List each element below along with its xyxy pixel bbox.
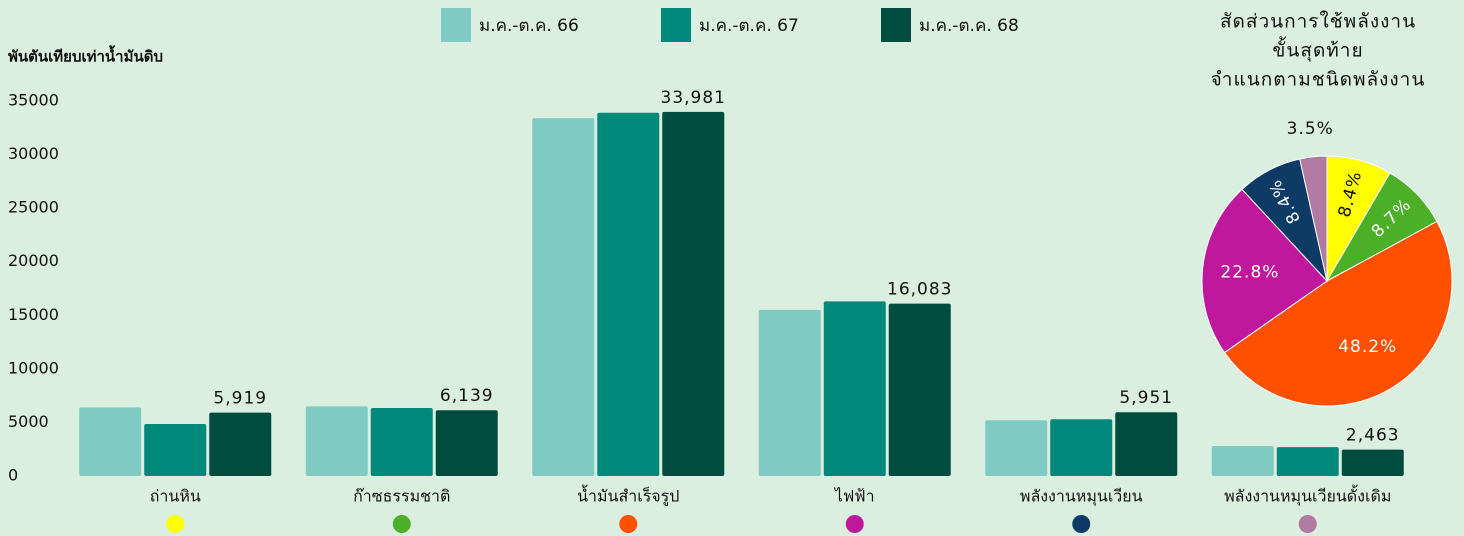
y-tick-label: 0 (8, 466, 18, 485)
bar (144, 424, 207, 476)
bar (79, 407, 142, 476)
bar (888, 303, 951, 476)
category-dot (619, 515, 638, 533)
pie-slice (1223, 220, 1453, 407)
x-tick-label: พลังงานหมุนเวียนดั้งเดิม (1224, 485, 1391, 507)
category-dot (845, 515, 864, 533)
bar (597, 112, 660, 477)
bar (1211, 446, 1274, 476)
bar (662, 111, 725, 477)
data-label: 5,951 (1119, 388, 1173, 408)
category-dot (166, 515, 185, 533)
category-dot (392, 515, 411, 533)
category-dot (1298, 515, 1317, 533)
data-label: 2,463 (1346, 426, 1400, 446)
y-tick-label: 35000 (8, 91, 59, 110)
pie-slice (1201, 188, 1328, 354)
pie-title: ขั้นสุดท้าย (1272, 37, 1363, 63)
pie-label: 3.5% (1287, 119, 1334, 139)
bar (1115, 412, 1178, 476)
y-tick-label: 15000 (8, 305, 59, 324)
y-tick-label: 20000 (8, 251, 59, 270)
bar (985, 420, 1048, 476)
data-label: 6,139 (440, 386, 494, 406)
legend-label: ม.ค.-ต.ค. 68 (919, 16, 1019, 36)
y-tick-label: 25000 (8, 198, 59, 217)
data-label: 16,083 (887, 280, 952, 300)
bar (823, 301, 886, 476)
y-tick-label: 5000 (8, 412, 49, 431)
pie-title: สัดส่วนการใช้พลังงาน (1220, 11, 1416, 33)
x-tick-label: ถ่านหิน (150, 487, 201, 506)
bar (435, 410, 498, 476)
bar (1276, 447, 1339, 476)
bar (1341, 449, 1404, 476)
y-tick-label: 10000 (8, 358, 59, 377)
bar (209, 412, 272, 476)
y-tick-label: 30000 (8, 144, 59, 163)
pie-label: 48.2% (1338, 337, 1397, 357)
legend-swatch (441, 8, 471, 42)
legend-swatch (881, 8, 911, 42)
legend-label: ม.ค.-ต.ค. 66 (479, 16, 579, 36)
bar (758, 309, 821, 476)
legend-label: ม.ค.-ต.ค. 67 (699, 16, 799, 36)
x-tick-label: น้ำมันสำเร็จรูป (577, 485, 679, 507)
bar (532, 118, 595, 477)
y-axis-label: พันตันเทียบเท่าน้ำมันดิบ (8, 45, 163, 66)
pie-slice (1299, 155, 1328, 282)
data-label: 33,981 (661, 88, 726, 108)
x-tick-label: พลังงานหมุนเวียน (1020, 487, 1143, 507)
bar (305, 406, 368, 476)
category-dot (1072, 515, 1091, 533)
legend-swatch (661, 8, 691, 42)
pie-title: จำแนกตามชนิดพลังงาน (1211, 69, 1426, 91)
bar (1050, 419, 1113, 476)
bar (370, 407, 433, 476)
pie-label: 22.8% (1220, 263, 1279, 283)
data-label: 5,919 (213, 389, 267, 409)
x-tick-label: ไฟฟ้า (833, 487, 875, 506)
x-tick-label: ก๊าซธรรมชาติ (353, 487, 450, 506)
